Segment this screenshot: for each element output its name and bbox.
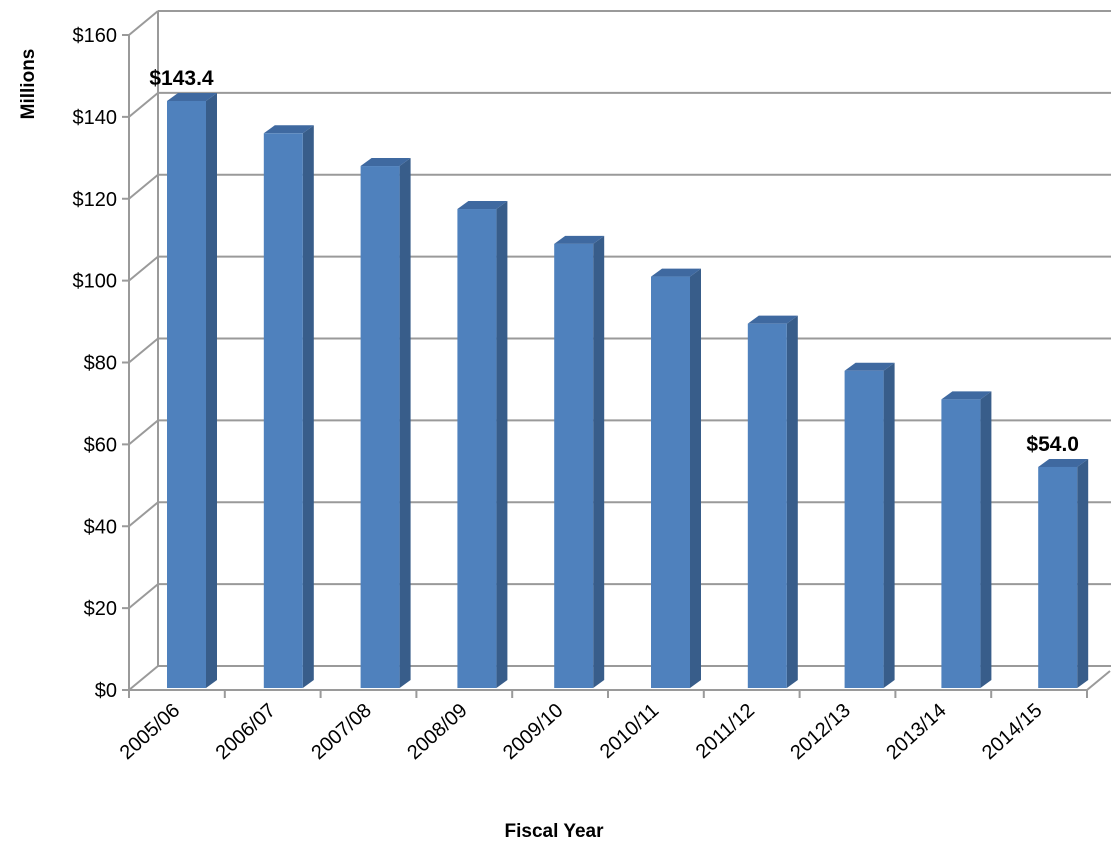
y-tick-label: $60 (84, 434, 117, 456)
bar-front (554, 243, 594, 688)
bar-front (941, 399, 981, 688)
bar (360, 158, 411, 688)
y-tick-label: $20 (84, 598, 117, 620)
x-tick-label: 2013/14 (882, 699, 950, 764)
x-tick-label: 2005/06 (116, 699, 184, 764)
bar-top (457, 201, 508, 210)
bar (457, 201, 508, 688)
bar-top (1038, 458, 1089, 467)
bar-front (360, 166, 400, 688)
bar (263, 125, 314, 688)
bar (651, 268, 701, 688)
gridline-diagonal (128, 10, 159, 36)
data-label: $54.0 (1026, 433, 1079, 456)
bar-front (263, 133, 303, 688)
bar (941, 391, 992, 688)
bar-top (941, 391, 992, 400)
bar-top (167, 92, 217, 101)
gridline-diagonal (128, 173, 159, 200)
y-axis-title: Millions (18, 49, 39, 120)
bar-top (263, 125, 314, 134)
gridline-diagonal (128, 501, 159, 528)
y-tick-label: $160 (73, 25, 118, 47)
bar-side (690, 268, 701, 688)
gridline-diagonal (128, 92, 159, 118)
bar-top (844, 362, 895, 371)
x-tick-label: 2009/10 (499, 699, 567, 764)
bar-top (360, 158, 411, 167)
bar-top (747, 315, 798, 324)
bar-front (167, 100, 206, 689)
x-tick-label: 2006/07 (212, 699, 280, 764)
gridlines (128, 10, 1111, 691)
bar-front (651, 276, 690, 688)
bar-side (980, 391, 992, 688)
bar-side (302, 125, 314, 688)
x-tick-labels: 2005/06 2006/07 2007/08 2008/09 2009/10 2010/… (116, 699, 1047, 764)
bar-side (786, 315, 798, 688)
y-tick-label: $140 (73, 107, 118, 129)
data-label: $143.4 (149, 67, 214, 90)
bar-side (593, 235, 605, 688)
axes (122, 11, 1111, 698)
x-tick-label: 2007/08 (307, 699, 375, 764)
y-tick-labels: $0 $20 $40 $60 $80 $100 $120 $140 $160 (73, 25, 118, 702)
bar-side (206, 92, 217, 689)
bar (1038, 458, 1089, 688)
gridline-diagonal (128, 255, 159, 282)
bar-front (747, 323, 787, 688)
y-tick-label: $40 (84, 516, 117, 538)
x-tick-label: 2011/12 (692, 699, 759, 763)
gridline-diagonal (128, 665, 159, 691)
bar-side (399, 158, 411, 688)
bar-side (883, 362, 895, 688)
bar-top (554, 235, 605, 244)
bar-front (844, 370, 884, 688)
y-tick-label: $80 (84, 353, 117, 375)
bar (747, 315, 798, 688)
gridline-diagonal (128, 583, 159, 609)
bar (167, 92, 217, 689)
y-tick-label: $0 (95, 680, 117, 702)
bar (554, 235, 605, 688)
x-tick-label: 2014/15 (978, 699, 1046, 764)
bar (844, 362, 895, 688)
gridline-diagonal (128, 337, 159, 364)
bar-front (457, 209, 497, 688)
bar-side (1077, 458, 1089, 688)
bar-front (1038, 466, 1078, 688)
data-labels: $143.4 $54.0 (149, 67, 1079, 456)
y-tick-label: $120 (73, 189, 118, 211)
bar-top (651, 268, 701, 277)
bar-side (496, 201, 508, 688)
bars (167, 92, 1089, 689)
y-tick-label: $100 (73, 271, 118, 293)
x-tick-label: 2012/13 (786, 699, 854, 764)
x-tick-label: 2008/09 (403, 699, 471, 764)
floor-right-edge (1086, 670, 1111, 691)
gridline-diagonal (128, 419, 159, 446)
x-axis-title: Fiscal Year (505, 821, 605, 841)
x-tick-label: 2010/11 (596, 699, 663, 763)
